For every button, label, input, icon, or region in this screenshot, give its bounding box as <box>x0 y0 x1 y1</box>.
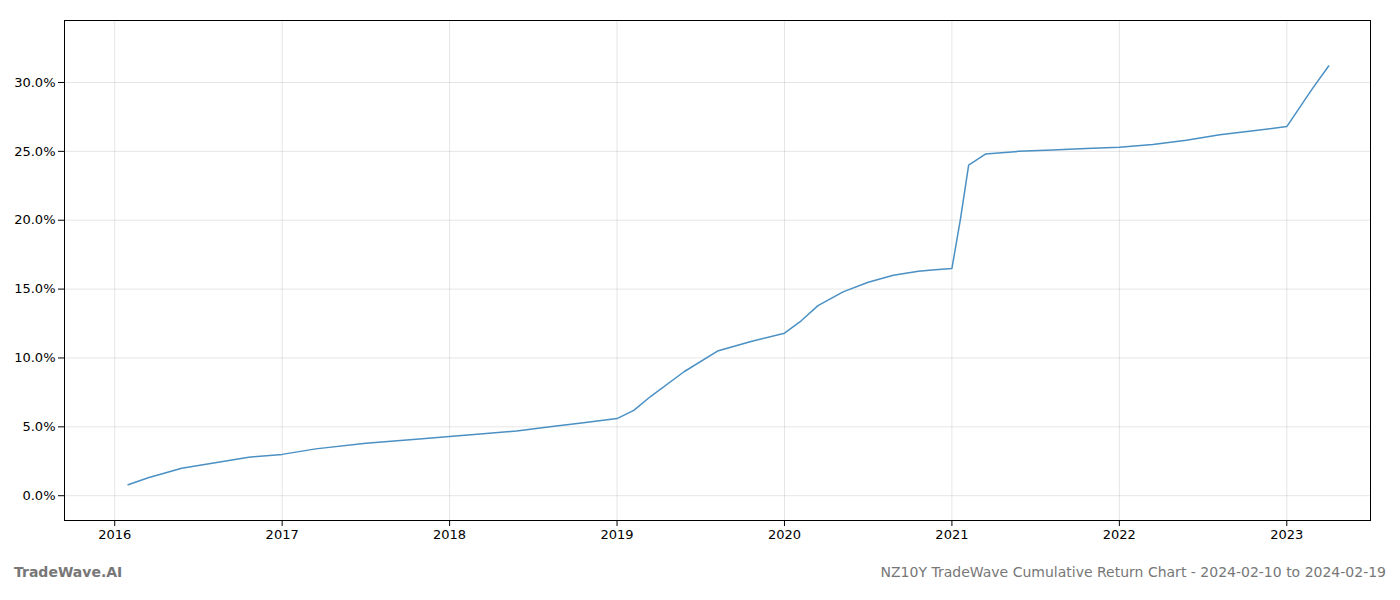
svg-text:30.0%: 30.0% <box>14 75 55 90</box>
svg-text:20.0%: 20.0% <box>14 212 55 227</box>
svg-text:10.0%: 10.0% <box>14 350 55 365</box>
svg-text:2022: 2022 <box>1103 527 1136 542</box>
svg-text:15.0%: 15.0% <box>14 281 55 296</box>
svg-text:25.0%: 25.0% <box>14 144 55 159</box>
svg-text:0.0%: 0.0% <box>22 488 55 503</box>
svg-text:2019: 2019 <box>600 527 633 542</box>
svg-text:2017: 2017 <box>266 527 299 542</box>
svg-text:2016: 2016 <box>98 527 131 542</box>
svg-text:2018: 2018 <box>433 527 466 542</box>
html-text:TradeWave.AI: TradeWave.AI <box>14 564 123 580</box>
svg-text:5.0%: 5.0% <box>22 419 55 434</box>
svg-text:2023: 2023 <box>1270 527 1303 542</box>
svg-text:2020: 2020 <box>768 527 801 542</box>
html-text:NZ10Y TradeWave Cumulative Ret: NZ10Y TradeWave Cumulative Return Chart … <box>880 564 1386 580</box>
svg-text:2021: 2021 <box>935 527 968 542</box>
